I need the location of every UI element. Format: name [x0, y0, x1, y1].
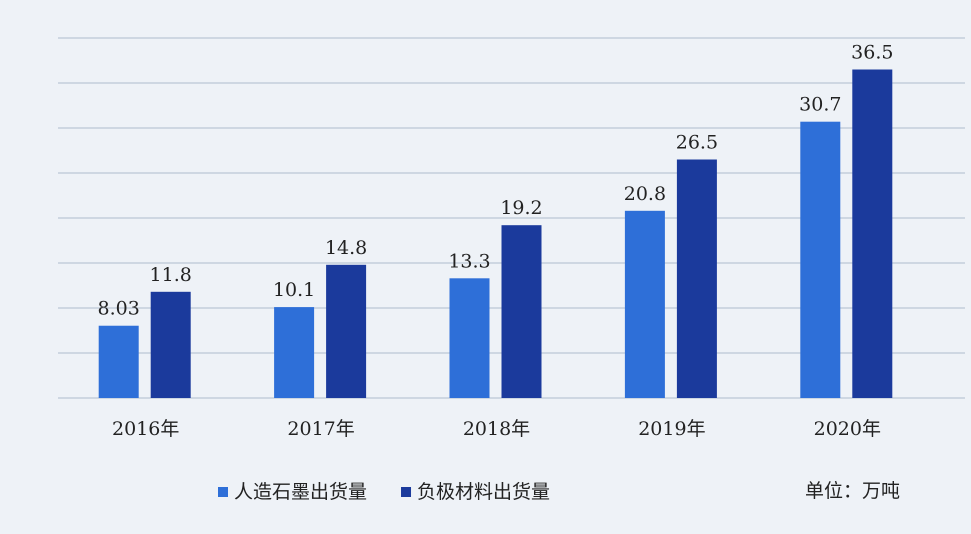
x-tick-label: 2019年 [638, 418, 705, 440]
legend-swatch [218, 487, 228, 497]
bar [501, 225, 542, 398]
value-label: 10.1 [273, 279, 315, 301]
x-tick-label: 2020年 [814, 418, 881, 440]
legend-label: 人造石墨出货量 [234, 481, 367, 503]
bar [449, 278, 490, 398]
value-label: 8.03 [98, 298, 140, 320]
bar [150, 291, 191, 398]
bar [676, 159, 717, 398]
legend-swatch [401, 487, 412, 497]
value-label: 26.5 [676, 132, 718, 154]
legend-label: 负极材料出货量 [417, 481, 550, 503]
value-label: 13.3 [448, 250, 490, 272]
bar [852, 69, 893, 398]
unit-note: 单位：万吨 [805, 480, 900, 502]
x-tick-label: 2016年 [112, 418, 179, 440]
value-label: 11.8 [150, 264, 192, 286]
bar [800, 121, 841, 398]
x-tick-label: 2018年 [463, 418, 530, 440]
bar [326, 264, 367, 398]
value-label: 36.5 [851, 42, 893, 64]
value-label: 14.8 [325, 237, 367, 259]
value-label: 19.2 [500, 197, 542, 219]
bar [98, 325, 139, 398]
value-label: 30.7 [799, 94, 841, 116]
value-label: 20.8 [624, 183, 666, 205]
bar [274, 307, 315, 398]
x-tick-label: 2017年 [287, 418, 354, 440]
bar [624, 210, 665, 398]
